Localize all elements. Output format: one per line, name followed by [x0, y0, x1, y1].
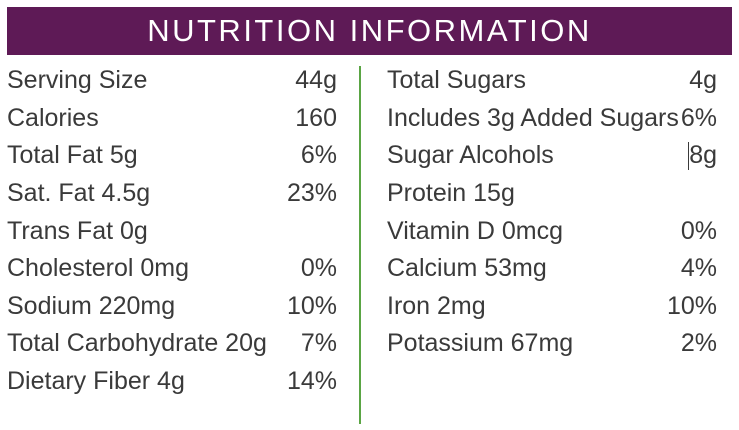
nutrient-label: Iron 2mg — [387, 291, 486, 320]
left-column: Serving Size 44g Calories 160 Total Fat … — [7, 62, 337, 400]
nutrient-label: Sodium 220mg — [7, 291, 176, 320]
nutrient-value: 10% — [286, 291, 337, 320]
nutrient-row-sugar-alcohols: Sugar Alcohols 8g — [387, 137, 717, 175]
nutrient-value: 6% — [680, 103, 717, 132]
nutrient-label: Calories — [7, 103, 99, 132]
nutrient-label: Total Sugars — [387, 66, 526, 95]
nutrient-label: Cholesterol 0mg — [7, 254, 190, 283]
nutrition-header: NUTRITION INFORMATION — [7, 7, 732, 55]
nutrient-value: 14% — [286, 367, 337, 396]
nutrient-value: 6% — [300, 141, 337, 170]
right-column: Total Sugars 4g Includes 3g Added Sugars… — [387, 62, 717, 363]
nutrient-value: 10% — [666, 291, 717, 320]
nutrient-value: 23% — [286, 179, 337, 208]
nutrient-value: 0% — [300, 254, 337, 283]
nutrient-row-total-sugars: Total Sugars 4g — [387, 62, 717, 100]
nutrient-label: Calcium 53mg — [387, 254, 547, 283]
text-cursor — [688, 141, 690, 170]
column-divider — [359, 66, 361, 424]
nutrient-label: Vitamin D 0mcg — [387, 216, 563, 245]
nutrient-row-total-carbohydrate: Total Carbohydrate 20g 7% — [7, 325, 337, 363]
nutrient-row-total-fat: Total Fat 5g 6% — [7, 137, 337, 175]
nutrient-row-serving-size: Serving Size 44g — [7, 62, 337, 100]
nutrient-value: 8g — [689, 141, 717, 170]
nutrient-value-with-caret[interactable]: 8g — [688, 141, 717, 170]
nutrient-row-calories: Calories 160 — [7, 100, 337, 138]
nutrient-row-potassium: Potassium 67mg 2% — [387, 325, 717, 363]
nutrient-label: Trans Fat 0g — [7, 216, 148, 245]
nutrient-row-vitamin-d: Vitamin D 0mcg 0% — [387, 212, 717, 250]
nutrient-label: Sat. Fat 4.5g — [7, 179, 151, 208]
nutrient-row-sat-fat: Sat. Fat 4.5g 23% — [7, 175, 337, 213]
nutrient-row-protein: Protein 15g — [387, 175, 717, 213]
nutrient-value: 160 — [295, 103, 337, 132]
nutrient-label: Protein 15g — [387, 179, 515, 208]
nutrient-row-trans-fat: Trans Fat 0g — [7, 212, 337, 250]
nutrient-label: Sugar Alcohols — [387, 141, 554, 170]
nutrient-label: Dietary Fiber 4g — [7, 367, 185, 396]
header-title: NUTRITION INFORMATION — [147, 13, 592, 48]
nutrient-value: 4g — [689, 66, 717, 95]
nutrient-value: 2% — [680, 329, 717, 358]
nutrient-row-cholesterol: Cholesterol 0mg 0% — [7, 250, 337, 288]
nutrient-row-sodium: Sodium 220mg 10% — [7, 288, 337, 326]
nutrient-label: Serving Size — [7, 66, 148, 95]
nutrient-row-added-sugars: Includes 3g Added Sugars 6% — [387, 100, 717, 138]
nutrient-value: 0% — [680, 216, 717, 245]
nutrient-row-dietary-fiber: Dietary Fiber 4g 14% — [7, 363, 337, 401]
nutrient-label: Total Fat 5g — [7, 141, 138, 170]
nutrient-value: 4% — [680, 254, 717, 283]
nutrient-label: Includes 3g Added Sugars — [387, 103, 679, 132]
nutrient-value: 44g — [295, 66, 337, 95]
nutrient-label: Total Carbohydrate 20g — [7, 329, 267, 358]
nutrient-row-iron: Iron 2mg 10% — [387, 288, 717, 326]
nutrient-value: 7% — [300, 329, 337, 358]
nutrient-row-calcium: Calcium 53mg 4% — [387, 250, 717, 288]
nutrient-label: Potassium 67mg — [387, 329, 574, 358]
